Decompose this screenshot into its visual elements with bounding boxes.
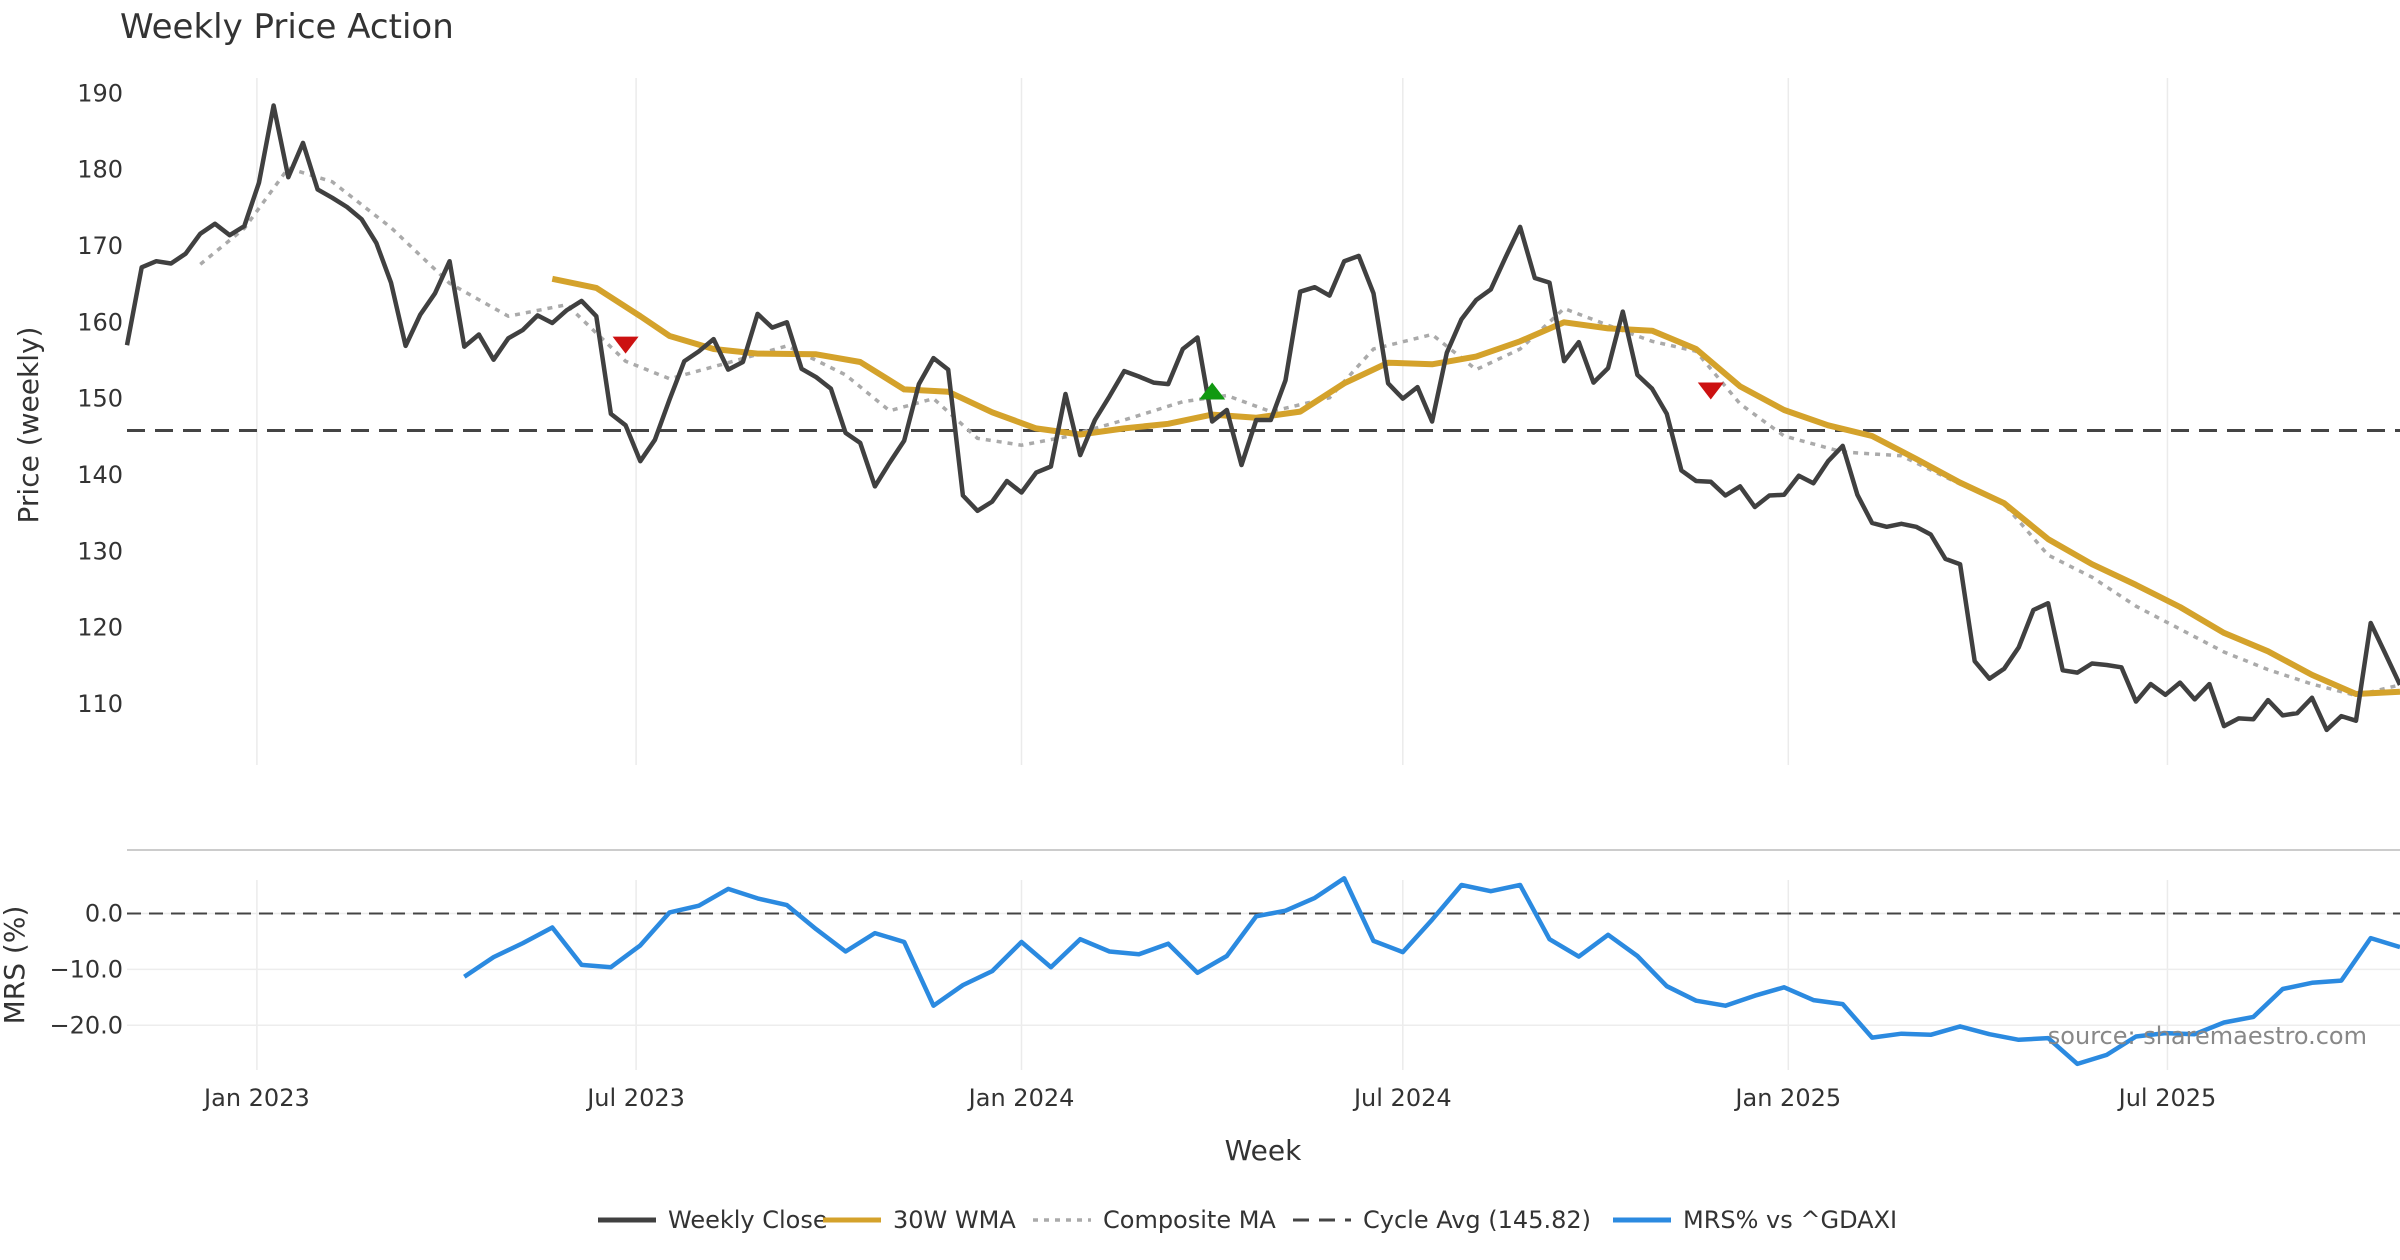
x-axis-label: Week (1225, 1134, 1302, 1167)
legend-label: 30W WMA (893, 1206, 1016, 1234)
x-axis-ticks: Jan 2023 Jul 2023 Jan 2024 Jul 2024 Jan 2025… (202, 1084, 2216, 1112)
legend: Weekly Close 30W WMA Composite MA Cycle Avg… (598, 1206, 1897, 1234)
composite-ma-line (199, 166, 2400, 698)
mrs-y-tick-label: 0.0 (85, 900, 123, 928)
chart-title: Weekly Price Action (120, 7, 454, 47)
price-y-axis-label: Price (weekly) (12, 327, 45, 524)
price-y-tick-label: 180 (77, 156, 123, 184)
sell-signal-marker (612, 336, 639, 354)
mrs-y-tick-label: −10.0 (49, 955, 123, 983)
price-y-tick-label: 110 (77, 690, 123, 718)
legend-label: Cycle Avg (145.82) (1363, 1206, 1591, 1234)
price-y-tick-label: 160 (77, 308, 123, 336)
mrs-panel: 0.0 −10.0 −20.0 MRS (%) source: sharemaest… (0, 876, 2400, 1070)
source-note: source: sharemaestro.com (2048, 1022, 2367, 1050)
price-panel: 110 120 130 140 150 160 170 180 190 Price (weekl… (12, 78, 2400, 765)
price-y-ticks: 110 120 130 140 150 160 170 180 190 (77, 79, 123, 718)
price-y-tick-label: 130 (77, 537, 123, 565)
x-tick-label: Jan 2023 (202, 1084, 310, 1112)
x-tick-label: Jan 2024 (967, 1084, 1075, 1112)
price-y-tick-label: 140 (77, 461, 123, 489)
x-tick-label: Jul 2023 (585, 1084, 685, 1112)
price-y-tick-label: 170 (77, 232, 123, 260)
legend-label: Weekly Close (668, 1206, 828, 1234)
price-y-tick-label: 120 (77, 614, 123, 642)
buy-signal-marker (1199, 382, 1226, 400)
x-tick-label: Jan 2025 (1733, 1084, 1841, 1112)
mrs-y-tick-label: −20.0 (49, 1011, 123, 1039)
price-y-tick-label: 190 (77, 79, 123, 107)
sell-signal-marker (1697, 382, 1724, 400)
weekly-close-line (124, 103, 2400, 733)
legend-label: MRS% vs ^GDAXI (1683, 1206, 1897, 1234)
legend-label: Composite MA (1103, 1206, 1276, 1234)
price-y-tick-label: 150 (77, 385, 123, 413)
mrs-y-axis-label: MRS (%) (0, 906, 31, 1025)
signal-markers (612, 336, 1724, 400)
x-tick-label: Jul 2024 (1352, 1084, 1452, 1112)
mrs-line (463, 876, 2400, 1067)
mrs-y-ticks: 0.0 −10.0 −20.0 (49, 900, 123, 1040)
wma-30w-line (551, 275, 2400, 697)
x-tick-label: Jul 2025 (2117, 1084, 2217, 1112)
